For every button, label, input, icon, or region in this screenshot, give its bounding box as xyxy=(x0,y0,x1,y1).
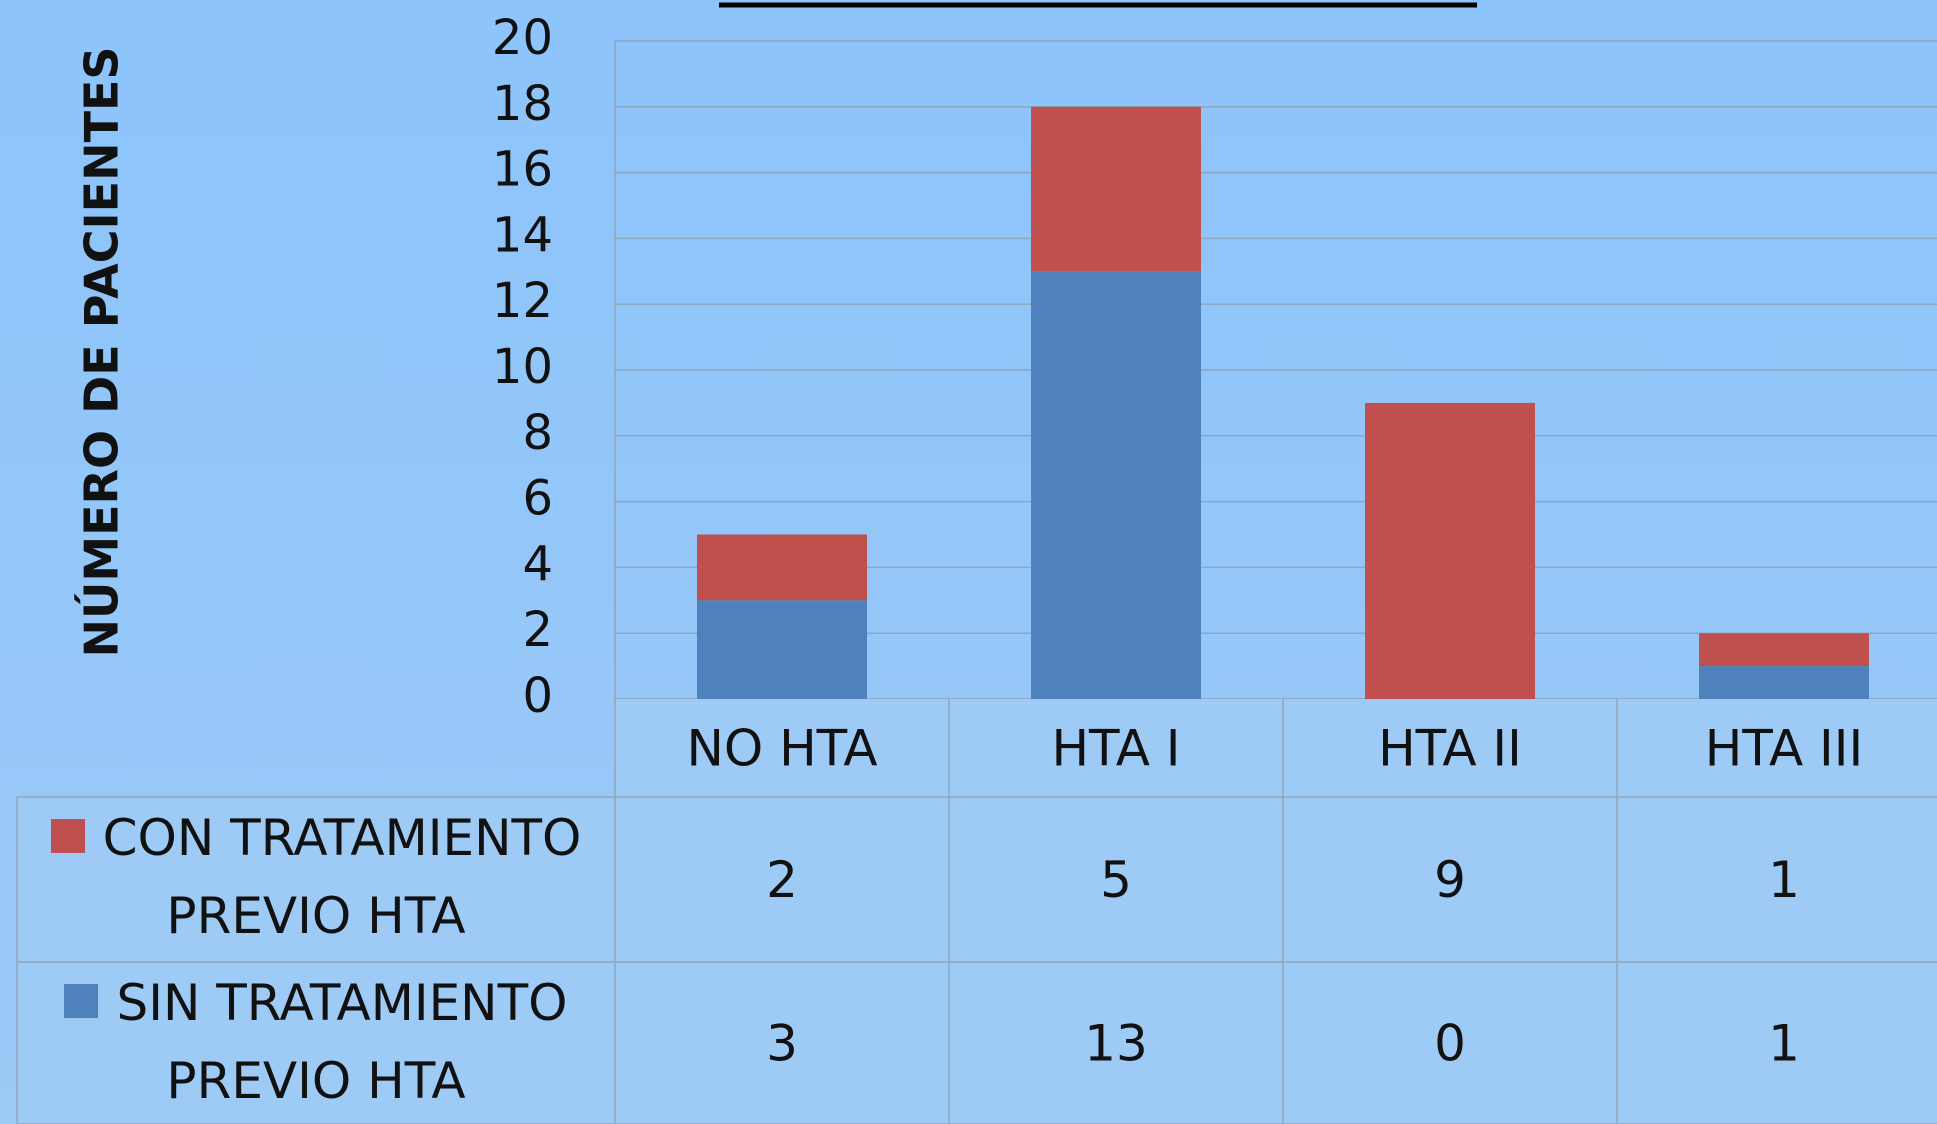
y-tick-label: 20 xyxy=(492,10,553,66)
y-tick-label: 0 xyxy=(522,668,553,724)
legend-entry: SIN TRATAMIENTO PREVIO HTA xyxy=(17,962,615,1120)
table-value: 1 xyxy=(1768,1015,1800,1073)
bar-segment xyxy=(1699,666,1869,699)
x-tick-label: NO HTA xyxy=(686,720,877,778)
y-tick-label: 4 xyxy=(522,536,553,592)
y-tick-label: 16 xyxy=(492,142,553,198)
legend-cell: SIN TRATAMIENTO PREVIO HTA xyxy=(17,962,615,1120)
bar-segment xyxy=(697,534,867,601)
x-tick-label: HTA I xyxy=(1051,720,1180,778)
legend-swatch xyxy=(50,819,85,853)
legend-entry: CON TRATAMIENTO PREVIO HTA xyxy=(17,797,615,955)
table-value: 2 xyxy=(766,851,798,909)
bar-segment xyxy=(697,600,867,699)
bar-segment xyxy=(1365,402,1535,699)
table-value: 3 xyxy=(766,1015,798,1073)
y-axis-label: NÚMERO DE PACIENTES xyxy=(75,46,129,657)
y-tick-label: 10 xyxy=(492,339,553,395)
legend-label: SIN TRATAMIENTO PREVIO HTA xyxy=(116,974,568,1110)
y-tick-label: 8 xyxy=(522,405,553,461)
legend-swatch xyxy=(64,984,99,1018)
table-header xyxy=(615,699,1937,797)
bar-segment xyxy=(1031,271,1201,699)
bar-segment xyxy=(1699,633,1869,667)
bar-segment xyxy=(1031,106,1201,272)
legend-label: CON TRATAMIENTO PREVIO HTA xyxy=(102,809,582,945)
y-tick-label: 14 xyxy=(492,207,553,263)
table-value: 5 xyxy=(1100,851,1132,909)
x-tick-label: HTA III xyxy=(1705,720,1864,778)
legend-cell: CON TRATAMIENTO PREVIO HTA xyxy=(17,797,615,955)
y-tick-label: 12 xyxy=(492,273,553,329)
y-tick-label: 6 xyxy=(522,471,553,527)
table-value: 1 xyxy=(1768,851,1800,909)
y-tick-label: 18 xyxy=(492,76,553,132)
x-tick-label: HTA II xyxy=(1378,720,1522,778)
table-value: 13 xyxy=(1084,1015,1148,1073)
table-value: 0 xyxy=(1434,1015,1466,1073)
y-tick-label: 2 xyxy=(522,602,553,658)
table-value: 9 xyxy=(1434,851,1466,909)
